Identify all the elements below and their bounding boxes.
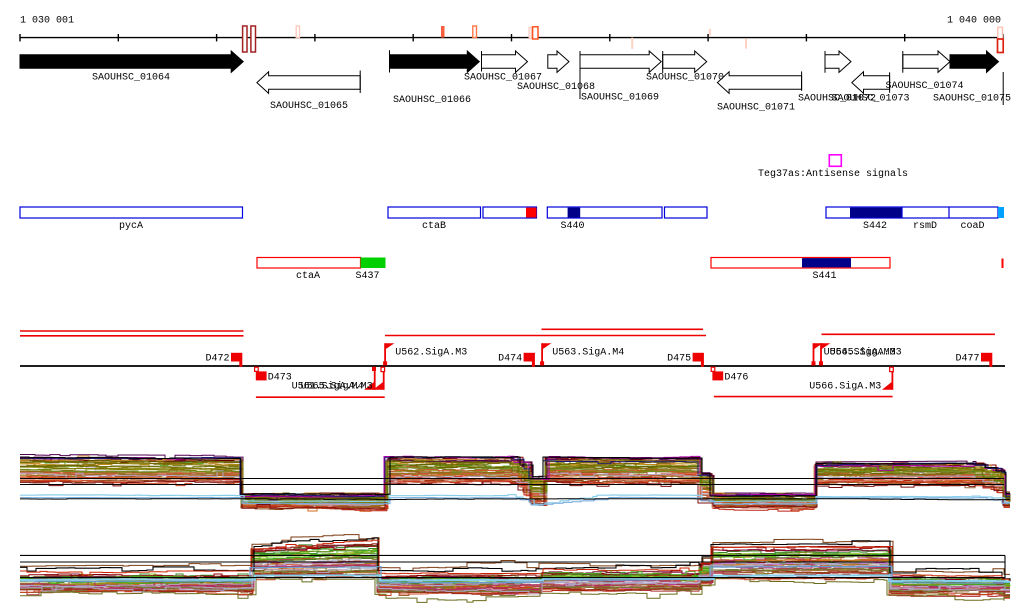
svg-text:D474: D474: [498, 354, 522, 365]
svg-text:1 040 000: 1 040 000: [947, 16, 1001, 27]
svg-text:U561.SigA.M4: U561.SigA.M4: [292, 380, 364, 392]
svg-text:SAOUHSC_01075: SAOUHSC_01075: [933, 94, 1011, 105]
svg-text:U566.SigA.M3: U566.SigA.M3: [809, 380, 881, 392]
svg-text:pycA: pycA: [119, 221, 143, 232]
svg-text:D472: D472: [205, 354, 229, 365]
svg-text:SAOUHSC_01067: SAOUHSC_01067: [464, 73, 542, 84]
svg-text:SAOUHSC_01074: SAOUHSC_01074: [886, 81, 964, 92]
svg-text:S437: S437: [355, 271, 379, 282]
svg-text:SAOUHSC_01064: SAOUHSC_01064: [92, 73, 170, 84]
svg-text:U565.SigA.M3: U565.SigA.M3: [830, 346, 902, 358]
svg-text:SAOUHSC_01073: SAOUHSC_01073: [832, 94, 910, 105]
svg-text:S442: S442: [863, 221, 887, 232]
svg-text:S441: S441: [812, 271, 836, 282]
svg-text:D476: D476: [724, 373, 748, 384]
svg-text:D477: D477: [955, 354, 979, 365]
svg-text:SAOUHSC_01066: SAOUHSC_01066: [393, 95, 471, 106]
svg-text:SAOUHSC_01065: SAOUHSC_01065: [270, 101, 348, 112]
svg-text:S440: S440: [560, 221, 584, 232]
svg-text:1 030 001: 1 030 001: [20, 16, 74, 27]
svg-text:ctaA: ctaA: [296, 271, 320, 282]
svg-text:Teg37as:Antisense signals: Teg37as:Antisense signals: [758, 168, 908, 180]
svg-text:coaD: coaD: [960, 221, 984, 232]
svg-text:D475: D475: [667, 354, 691, 365]
svg-text:SAOUHSC_01069: SAOUHSC_01069: [581, 93, 659, 104]
svg-text:rsmD: rsmD: [913, 221, 937, 232]
svg-text:U563.SigA.M4: U563.SigA.M4: [552, 346, 624, 358]
svg-text:D473: D473: [268, 373, 292, 384]
svg-text:SAOUHSC_01072: SAOUHSC_01072: [798, 94, 876, 105]
svg-text:SAOUHSC_01068: SAOUHSC_01068: [517, 82, 595, 93]
svg-text:ctaB: ctaB: [422, 221, 446, 232]
svg-text:SAOUHSC_01070: SAOUHSC_01070: [646, 73, 724, 84]
svg-text:U562.SigA.M3: U562.SigA.M3: [395, 346, 467, 358]
svg-text:SAOUHSC_01071: SAOUHSC_01071: [717, 103, 795, 114]
svg-text:U564.SigA.M3: U564.SigA.M3: [824, 346, 896, 358]
svg-text:U565.SigA.M3: U565.SigA.M3: [301, 380, 373, 392]
